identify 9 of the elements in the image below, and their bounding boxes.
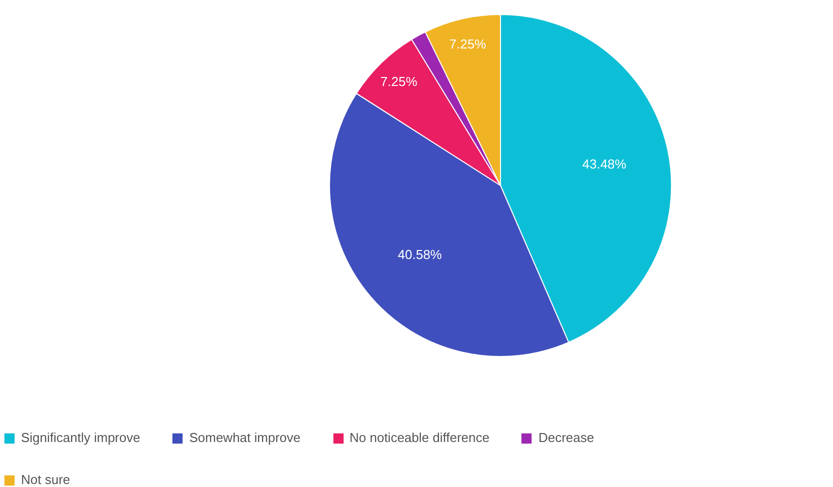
data-label: 7.25% xyxy=(449,36,487,52)
legend-label: No noticeable difference xyxy=(350,430,490,445)
data-label: 43.48% xyxy=(582,156,627,172)
data-label: 40.58% xyxy=(398,246,442,262)
legend-label: Significantly improve xyxy=(21,430,140,445)
data-label: 7.25% xyxy=(380,74,418,90)
legend-label: Decrease xyxy=(538,430,594,445)
legend-label: Not sure xyxy=(21,472,70,487)
legend-label: Somewhat improve xyxy=(189,430,300,445)
